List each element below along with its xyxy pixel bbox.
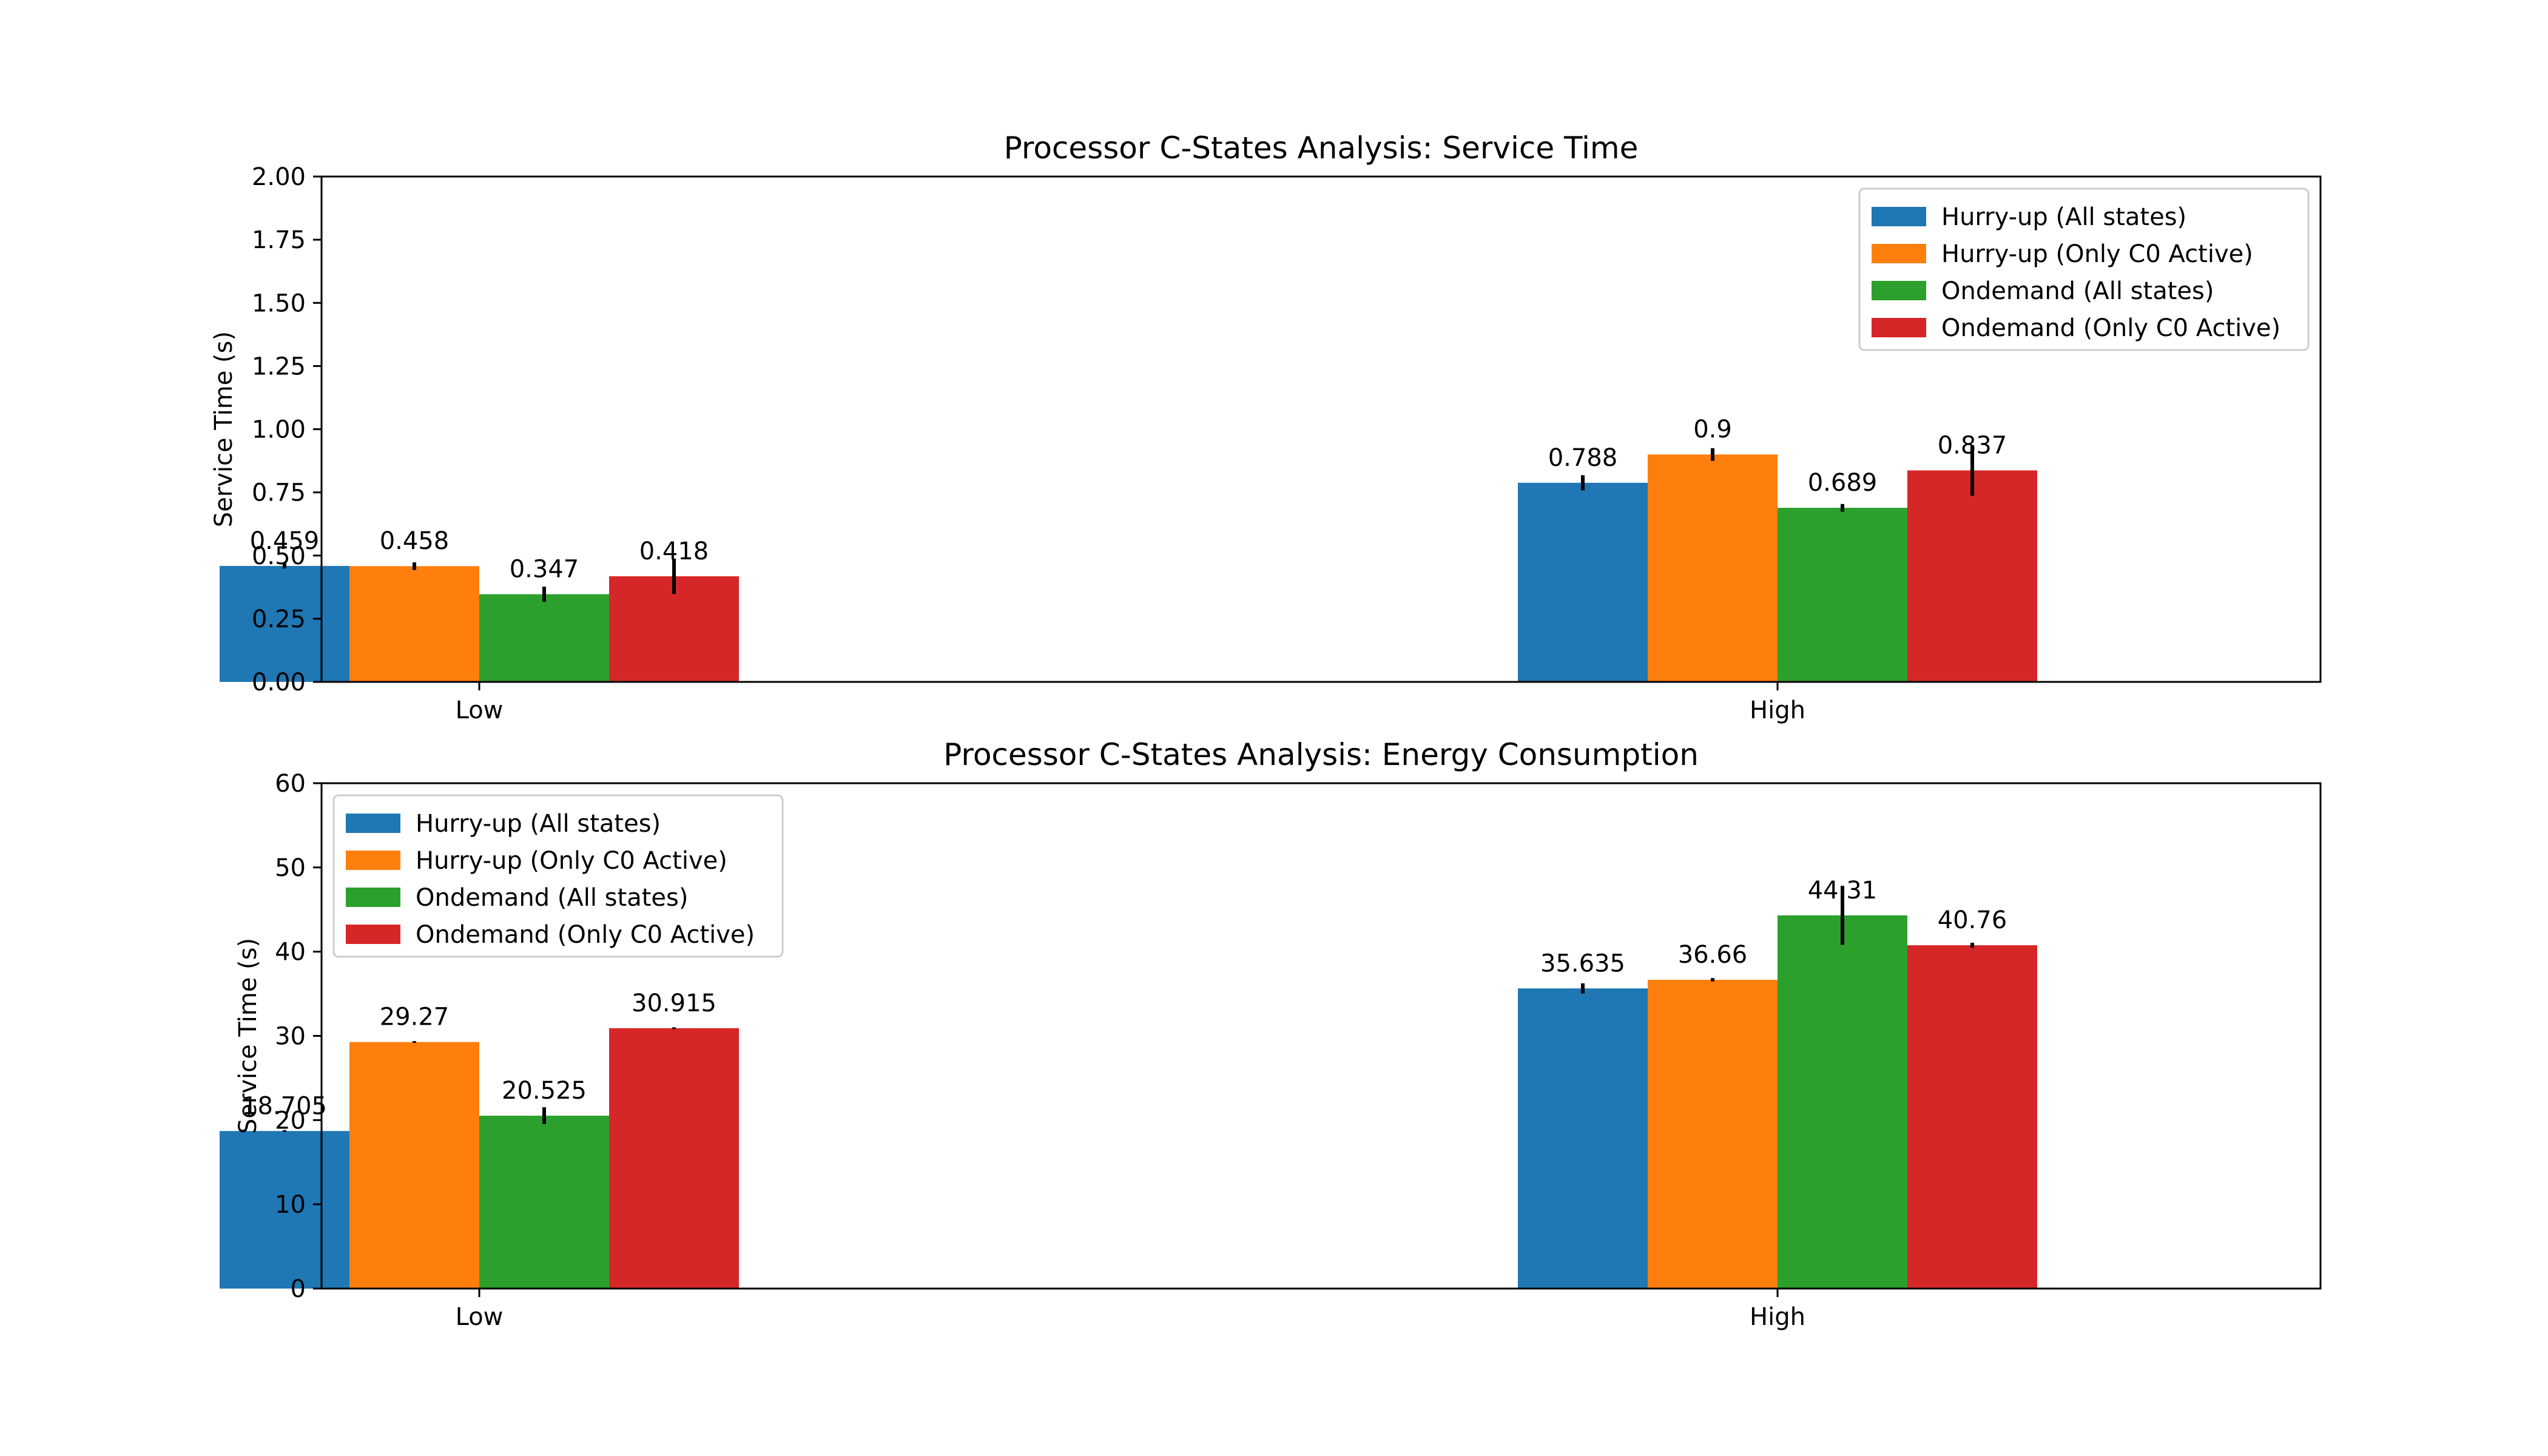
data-label: 18.705 bbox=[242, 1092, 327, 1120]
x-tick-label: High bbox=[1750, 1303, 1805, 1331]
y-tick-label: 50 bbox=[275, 854, 306, 882]
data-label: 35.635 bbox=[1540, 949, 1625, 977]
data-label: 40.76 bbox=[1938, 906, 2007, 934]
legend-entry: Hurry-up (All states) bbox=[1941, 203, 2186, 231]
data-label: 0.837 bbox=[1938, 431, 2007, 459]
legend: Hurry-up (All states) Hurry-up (Only C0 A… bbox=[332, 794, 784, 958]
legend-entry: Ondemand (Only C0 Active) bbox=[416, 921, 755, 949]
x-tick-label: Low bbox=[456, 696, 504, 724]
bar-high-s1 bbox=[1648, 980, 1778, 1289]
y-tick-label: 1.00 bbox=[252, 416, 306, 444]
y-tick-label: 30 bbox=[275, 1023, 306, 1051]
legend-swatch bbox=[346, 851, 400, 870]
data-label: 0.418 bbox=[639, 538, 709, 565]
bar-high-s3 bbox=[1907, 945, 2037, 1289]
legend-swatch bbox=[1872, 281, 1926, 300]
y-tick-label: 1.50 bbox=[252, 289, 306, 317]
data-label: 44.31 bbox=[1808, 877, 1878, 905]
bar-high-s1 bbox=[1648, 454, 1778, 682]
bar-high-s2 bbox=[1778, 915, 1907, 1289]
y-tick-label: 0.75 bbox=[252, 479, 306, 507]
bar-low-s2 bbox=[479, 1116, 609, 1289]
y-tick-label: 1.75 bbox=[252, 226, 306, 254]
y-tick-label: 20 bbox=[275, 1107, 306, 1134]
data-label: 29.27 bbox=[380, 1003, 450, 1031]
legend-entry: Ondemand (All states) bbox=[1941, 277, 2214, 305]
data-label: 0.9 bbox=[1693, 416, 1732, 443]
bar-high-s0 bbox=[1518, 482, 1648, 682]
bar-high-s2 bbox=[1778, 508, 1907, 682]
data-label: 30.915 bbox=[632, 989, 716, 1017]
chart-title: Processor C-States Analysis: Energy Cons… bbox=[943, 737, 1699, 772]
legend-swatch bbox=[1872, 318, 1926, 337]
data-label: 0.689 bbox=[1808, 469, 1878, 497]
y-tick-label: 0.25 bbox=[252, 605, 306, 633]
bar-high-s0 bbox=[1518, 988, 1648, 1289]
y-tick-label: 2.00 bbox=[252, 163, 306, 191]
y-axis-label: Service Time (s) bbox=[210, 331, 238, 527]
bar-low-s3 bbox=[609, 1028, 739, 1289]
legend-swatch bbox=[346, 925, 400, 944]
x-tick-label: Low bbox=[456, 1303, 504, 1331]
legend-swatch bbox=[1872, 244, 1926, 263]
legend-swatch bbox=[1872, 207, 1926, 226]
energy-consumption-chart: Processor C-States Analysis: Energy Cons… bbox=[220, 737, 2322, 1331]
data-label: 36.66 bbox=[1678, 941, 1748, 969]
y-tick-label: 10 bbox=[275, 1191, 306, 1219]
bar-low-s2 bbox=[479, 594, 609, 682]
y-tick-label: 40 bbox=[275, 939, 306, 966]
legend-entry: Hurry-up (All states) bbox=[416, 810, 661, 838]
legend-entry: Ondemand (All states) bbox=[416, 884, 688, 912]
bar-low-s1 bbox=[349, 1042, 479, 1289]
data-label: 0.459 bbox=[250, 527, 320, 555]
bar-low-s0 bbox=[220, 565, 349, 682]
legend-box bbox=[332, 794, 784, 958]
data-label: 20.525 bbox=[502, 1077, 587, 1105]
service-time-chart: Processor C-States Analysis: Service Tim… bbox=[210, 130, 2322, 724]
legend-entry: Ondemand (Only C0 Active) bbox=[1941, 314, 2280, 342]
y-tick-label: 60 bbox=[275, 770, 306, 798]
chart-title: Processor C-States Analysis: Service Tim… bbox=[1004, 130, 1639, 166]
legend-swatch bbox=[346, 888, 400, 907]
y-axis-label: Service Time (s) bbox=[234, 938, 262, 1134]
bar-low-s0 bbox=[220, 1131, 349, 1289]
legend: Hurry-up (All states) Hurry-up (Only C0 A… bbox=[1858, 187, 2310, 351]
legend-entry: Hurry-up (Only C0 Active) bbox=[416, 847, 727, 875]
y-tick-label: 0.00 bbox=[252, 669, 306, 696]
data-label: 0.347 bbox=[510, 555, 579, 583]
bar-high-s3 bbox=[1907, 470, 2037, 682]
y-tick-label: 1.25 bbox=[252, 352, 306, 380]
legend-box bbox=[1858, 187, 2310, 351]
data-label: 0.788 bbox=[1548, 444, 1618, 472]
bar-low-s1 bbox=[349, 566, 479, 682]
x-tick-label: High bbox=[1750, 696, 1805, 724]
data-label: 0.458 bbox=[380, 527, 450, 555]
legend-entry: Hurry-up (Only C0 Active) bbox=[1941, 240, 2253, 268]
legend-swatch bbox=[346, 814, 400, 833]
y-tick-label: 0 bbox=[291, 1275, 306, 1303]
y-tick-label: 0.50 bbox=[252, 542, 306, 570]
